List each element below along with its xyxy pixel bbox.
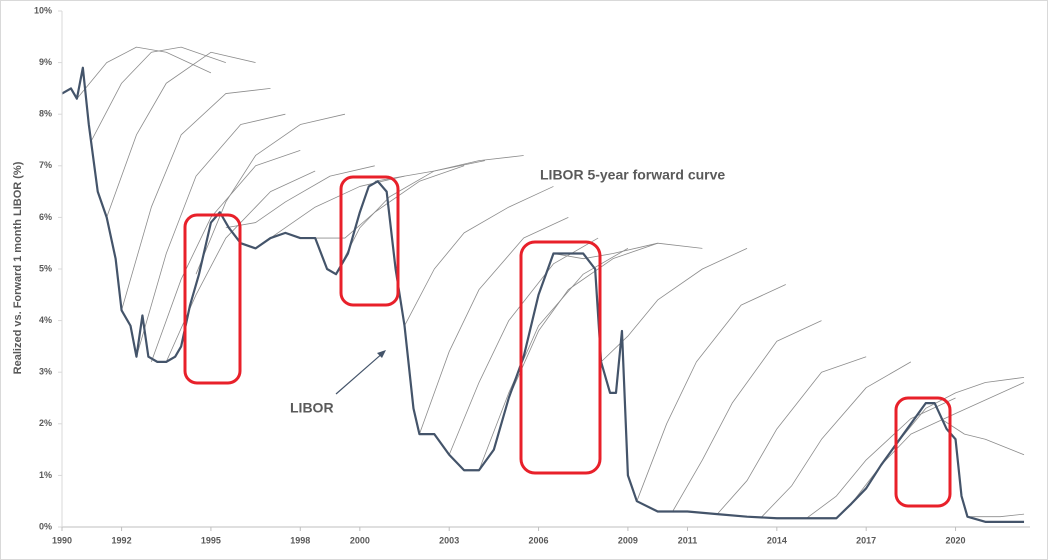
series-layer <box>61 46 1025 523</box>
forward-curve <box>448 237 599 455</box>
x-tick-label: 1995 <box>201 535 221 545</box>
x-tick-label: 1998 <box>290 535 310 545</box>
x-tick-label: 2003 <box>439 535 459 545</box>
forward-curve-label: LIBOR 5-year forward curve <box>540 167 725 183</box>
y-tick-label: 4% <box>39 315 52 325</box>
forward-curve <box>404 186 554 326</box>
x-tick-label: 2009 <box>618 535 638 545</box>
forward-curve <box>636 284 786 502</box>
forward-curve <box>478 248 629 471</box>
forward-curve <box>600 247 748 363</box>
x-tick-label: 2006 <box>529 535 549 545</box>
forward-curve <box>672 320 822 512</box>
forward-curve <box>195 113 346 275</box>
y-tick-label: 6% <box>39 212 52 222</box>
x-tick-label: 1990 <box>52 535 72 545</box>
forward-curve <box>716 356 867 515</box>
forward-curve <box>895 376 1025 445</box>
forward-curve <box>121 88 271 311</box>
y-tick-label: 3% <box>39 367 52 377</box>
y-tick-label: 10% <box>34 5 52 15</box>
x-tick-label: 2000 <box>350 535 370 545</box>
highlight-box <box>339 175 400 307</box>
forward-curve <box>850 382 1025 505</box>
x-tick-label: 2020 <box>946 535 966 545</box>
forward-curve <box>419 217 569 435</box>
y-axis-title: Realized vs. Forward 1 month LIBOR (%) <box>12 161 24 374</box>
highlight-boxes <box>183 175 952 508</box>
y-tick-label: 2% <box>39 418 52 428</box>
highlight-box <box>894 396 952 508</box>
y-tick-label: 7% <box>39 160 52 170</box>
forward-curve <box>806 397 956 519</box>
x-tick-label: 2011 <box>678 535 698 545</box>
forward-curve <box>553 242 703 260</box>
forward-curve <box>76 46 212 99</box>
y-tick-label: 0% <box>39 521 52 531</box>
forward-curve <box>225 165 375 229</box>
y-tick-label: 8% <box>39 109 52 119</box>
forward-curve <box>508 242 658 399</box>
axis-layer: 0% 1% 2% 3% 4% 5% 6% 7% 8% 9% 10% 1990 1992 1995 1998 2… <box>34 5 1030 545</box>
forward-curve <box>940 418 1025 456</box>
highlight-box <box>519 240 602 475</box>
libor-line <box>61 66 1025 523</box>
arrow-head <box>377 350 386 358</box>
forward-curve <box>136 113 286 357</box>
highlight-box <box>183 213 242 385</box>
forward-curve <box>91 46 226 141</box>
x-tick-label: 2017 <box>856 535 876 545</box>
y-tick-label: 1% <box>39 470 52 480</box>
forward-curve <box>970 513 1025 518</box>
libor-label: LIBOR <box>290 400 334 416</box>
x-tick-label: 1992 <box>112 535 132 545</box>
y-tick-label: 5% <box>39 263 52 273</box>
forward-curve <box>106 51 256 218</box>
x-tick-label: 2014 <box>767 535 787 545</box>
forward-curve <box>761 361 912 517</box>
forward-curve <box>374 155 524 182</box>
y-tick-label: 9% <box>39 57 52 67</box>
arrow <box>335 351 385 395</box>
forward-curve <box>150 149 301 363</box>
